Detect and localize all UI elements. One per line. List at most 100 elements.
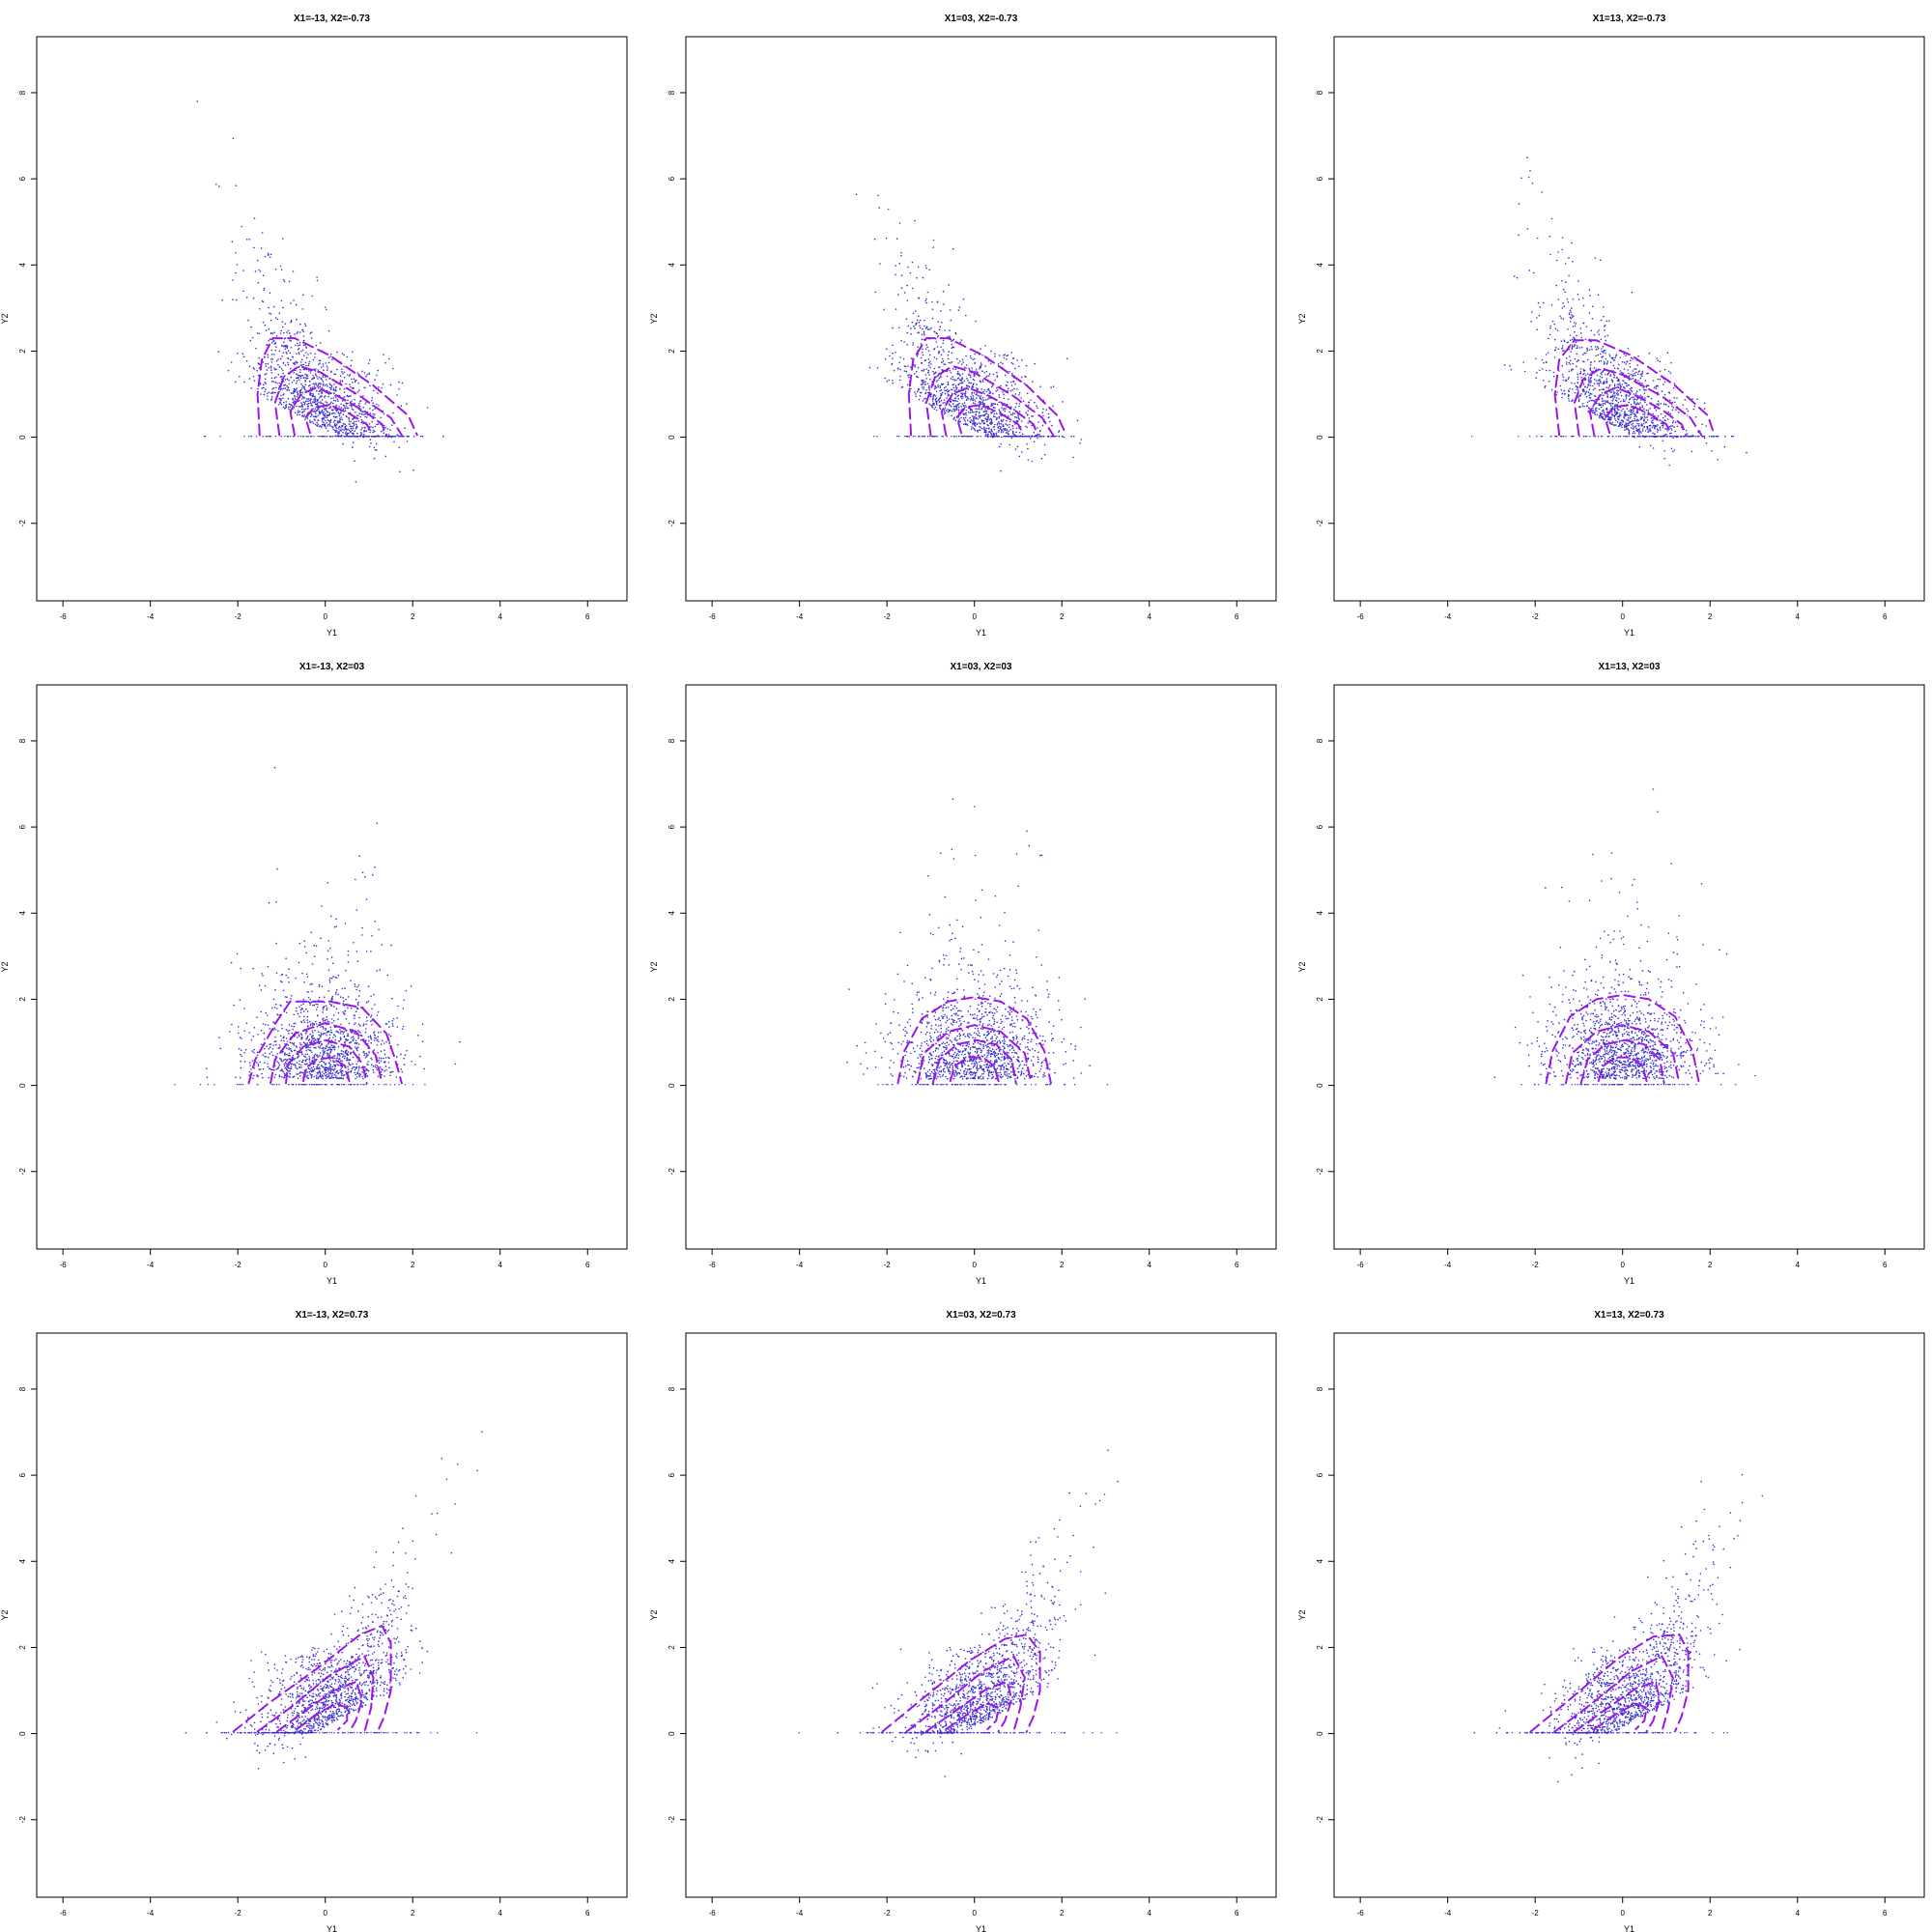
scatter-point (1020, 397, 1022, 399)
scatter-point (934, 385, 936, 387)
scatter-point (947, 357, 950, 360)
scatter-point (1620, 400, 1622, 403)
scatter-point (332, 436, 334, 438)
scatter-point (284, 387, 287, 389)
scatter-point (957, 309, 960, 311)
scatter-point (318, 402, 320, 404)
scatter-point (1650, 398, 1653, 400)
scatter-point (952, 346, 955, 349)
scatter-point (1561, 364, 1564, 367)
scatter-point (940, 399, 943, 402)
scatter-point (277, 373, 280, 376)
scatter-point (964, 420, 967, 422)
scatter-point (1609, 384, 1611, 386)
scatter-point (336, 415, 338, 418)
scatter-point (277, 1065, 280, 1068)
scatter-point (267, 398, 269, 401)
scatter-point (302, 330, 305, 333)
scatter-point (384, 424, 385, 427)
scatter-point (270, 367, 272, 369)
scatter-point (297, 344, 299, 347)
scatter-point (1640, 432, 1642, 434)
scatter-point (1595, 355, 1597, 357)
scatter-point (384, 361, 386, 364)
scatter-point (996, 416, 998, 419)
scatter-point (331, 1065, 334, 1067)
scatter-point (998, 423, 1001, 425)
scatter-point (333, 399, 335, 402)
scatter-point (299, 389, 302, 391)
scatter-point (278, 382, 281, 384)
x-axis-label: Y1 (976, 628, 986, 638)
scatter-point (307, 354, 309, 355)
scatter-point (1632, 378, 1634, 380)
scatter-point (371, 409, 374, 412)
scatter-point (248, 239, 251, 241)
scatter-point (281, 345, 283, 347)
scatter-point (1644, 435, 1646, 438)
scatter-point (1052, 405, 1054, 408)
scatter-point (906, 331, 909, 334)
scatter-point (303, 1021, 306, 1023)
scatter-point (943, 399, 946, 401)
scatter-point (988, 375, 990, 377)
scatter-point (933, 403, 935, 405)
scatter-point (320, 402, 322, 404)
scatter-point (952, 339, 954, 342)
scatter-point (301, 358, 303, 361)
scatter-point (354, 381, 356, 384)
scatter-point (1049, 420, 1051, 423)
scatter-point (323, 416, 325, 419)
scatter-point (356, 372, 359, 375)
scatter-point (334, 416, 336, 418)
scatter-point (298, 1063, 300, 1065)
scatter-point (896, 368, 899, 370)
scatter-point (1050, 435, 1053, 438)
scatter-point (281, 388, 284, 390)
scatter-point (908, 374, 911, 376)
scatter-point (267, 356, 270, 358)
scatter-point (348, 1022, 351, 1025)
scatter-point (355, 1066, 358, 1068)
scatter-point (1609, 396, 1611, 399)
scatter-point (1601, 388, 1603, 391)
scatter-point (1627, 384, 1630, 386)
scatter-point (944, 329, 946, 331)
scatter-point (318, 376, 321, 379)
scatter-point (980, 427, 983, 430)
scatter-point (989, 362, 992, 365)
scatter-point (1557, 251, 1559, 253)
scatter-point (342, 400, 344, 402)
scatter-point (977, 436, 980, 438)
scatter-point (1598, 404, 1600, 406)
scatter-point (912, 344, 914, 346)
scatter-point (305, 347, 307, 349)
scatter-point (288, 383, 291, 385)
scatter-point (1546, 369, 1548, 372)
scatter-point (240, 1053, 242, 1056)
scatter-point (351, 1067, 354, 1070)
scatter-point (1548, 235, 1551, 238)
scatter-point (268, 339, 270, 342)
scatter-point (1520, 177, 1522, 180)
scatter-point (900, 287, 903, 289)
scatter-point (356, 1072, 359, 1075)
scatter-point (994, 353, 996, 355)
scatter-point (1642, 428, 1644, 430)
scatter-point (1703, 437, 1706, 440)
scatter-point (365, 951, 368, 952)
scatter-point (419, 1055, 421, 1058)
scatter-point (265, 436, 268, 438)
scatter-point (334, 412, 336, 414)
scatter-point (1555, 259, 1558, 262)
scatter-point (936, 301, 939, 303)
scatter-point (1600, 353, 1602, 355)
scatter-point (1018, 411, 1021, 412)
scatter-point (1582, 373, 1584, 376)
scatter-point (351, 359, 353, 362)
scatter-point (372, 1065, 375, 1067)
scatter-point (957, 362, 959, 364)
scatter-point (1632, 412, 1634, 413)
scatter-point (306, 1058, 308, 1061)
scatter-point (1598, 329, 1600, 331)
